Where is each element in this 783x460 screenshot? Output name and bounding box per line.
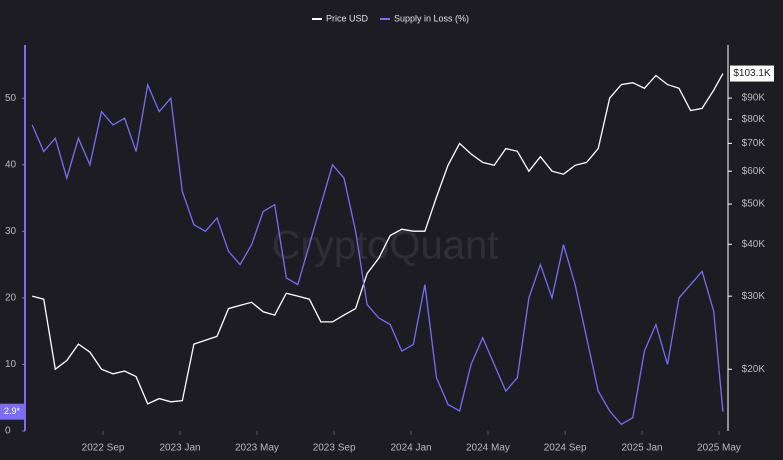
last-value-box: [730, 65, 774, 82]
x-tick-label: 2024 Sep: [544, 443, 587, 454]
y2-tick-label: $50K: [742, 199, 766, 210]
last-value-box: [0, 403, 24, 420]
y-tick-label: 10: [5, 359, 17, 370]
x-tick-label: 2024 Jan: [390, 443, 431, 454]
series-line: [32, 73, 724, 405]
y-tick-label: 50: [5, 93, 17, 104]
y2-tick-label: $80K: [742, 114, 766, 125]
series-line: [31, 82, 724, 426]
y2-tick-label: $90K: [742, 93, 766, 104]
y2-tick-label: $40K: [742, 239, 766, 250]
y-tick-label: 40: [5, 159, 17, 170]
legend-label: Supply in Loss (%): [394, 13, 469, 23]
y2-tick-label: $30K: [742, 291, 766, 302]
y-tick-label: 0: [5, 426, 11, 437]
y-tick-label: 30: [5, 226, 17, 237]
legend-label: Price USD: [326, 13, 369, 23]
x-tick-label: 2025 May: [697, 443, 741, 454]
x-tick-label: 2024 May: [466, 443, 510, 454]
last-value-label: $103.1K: [733, 68, 771, 79]
x-tick-label: 2023 Jan: [159, 443, 200, 454]
x-tick-label: 2022 Sep: [82, 443, 125, 454]
y-tick-label: 20: [5, 293, 17, 304]
last-value-label: 2.9*: [4, 406, 21, 416]
y2-tick-label: $60K: [742, 166, 766, 177]
x-tick-label: 2023 May: [235, 443, 279, 454]
y2-tick-label: $70K: [742, 138, 766, 149]
x-tick-label: 2023 Sep: [313, 443, 356, 454]
y2-tick-label: $20K: [742, 364, 766, 375]
x-tick-label: 2025 Jan: [621, 443, 662, 454]
